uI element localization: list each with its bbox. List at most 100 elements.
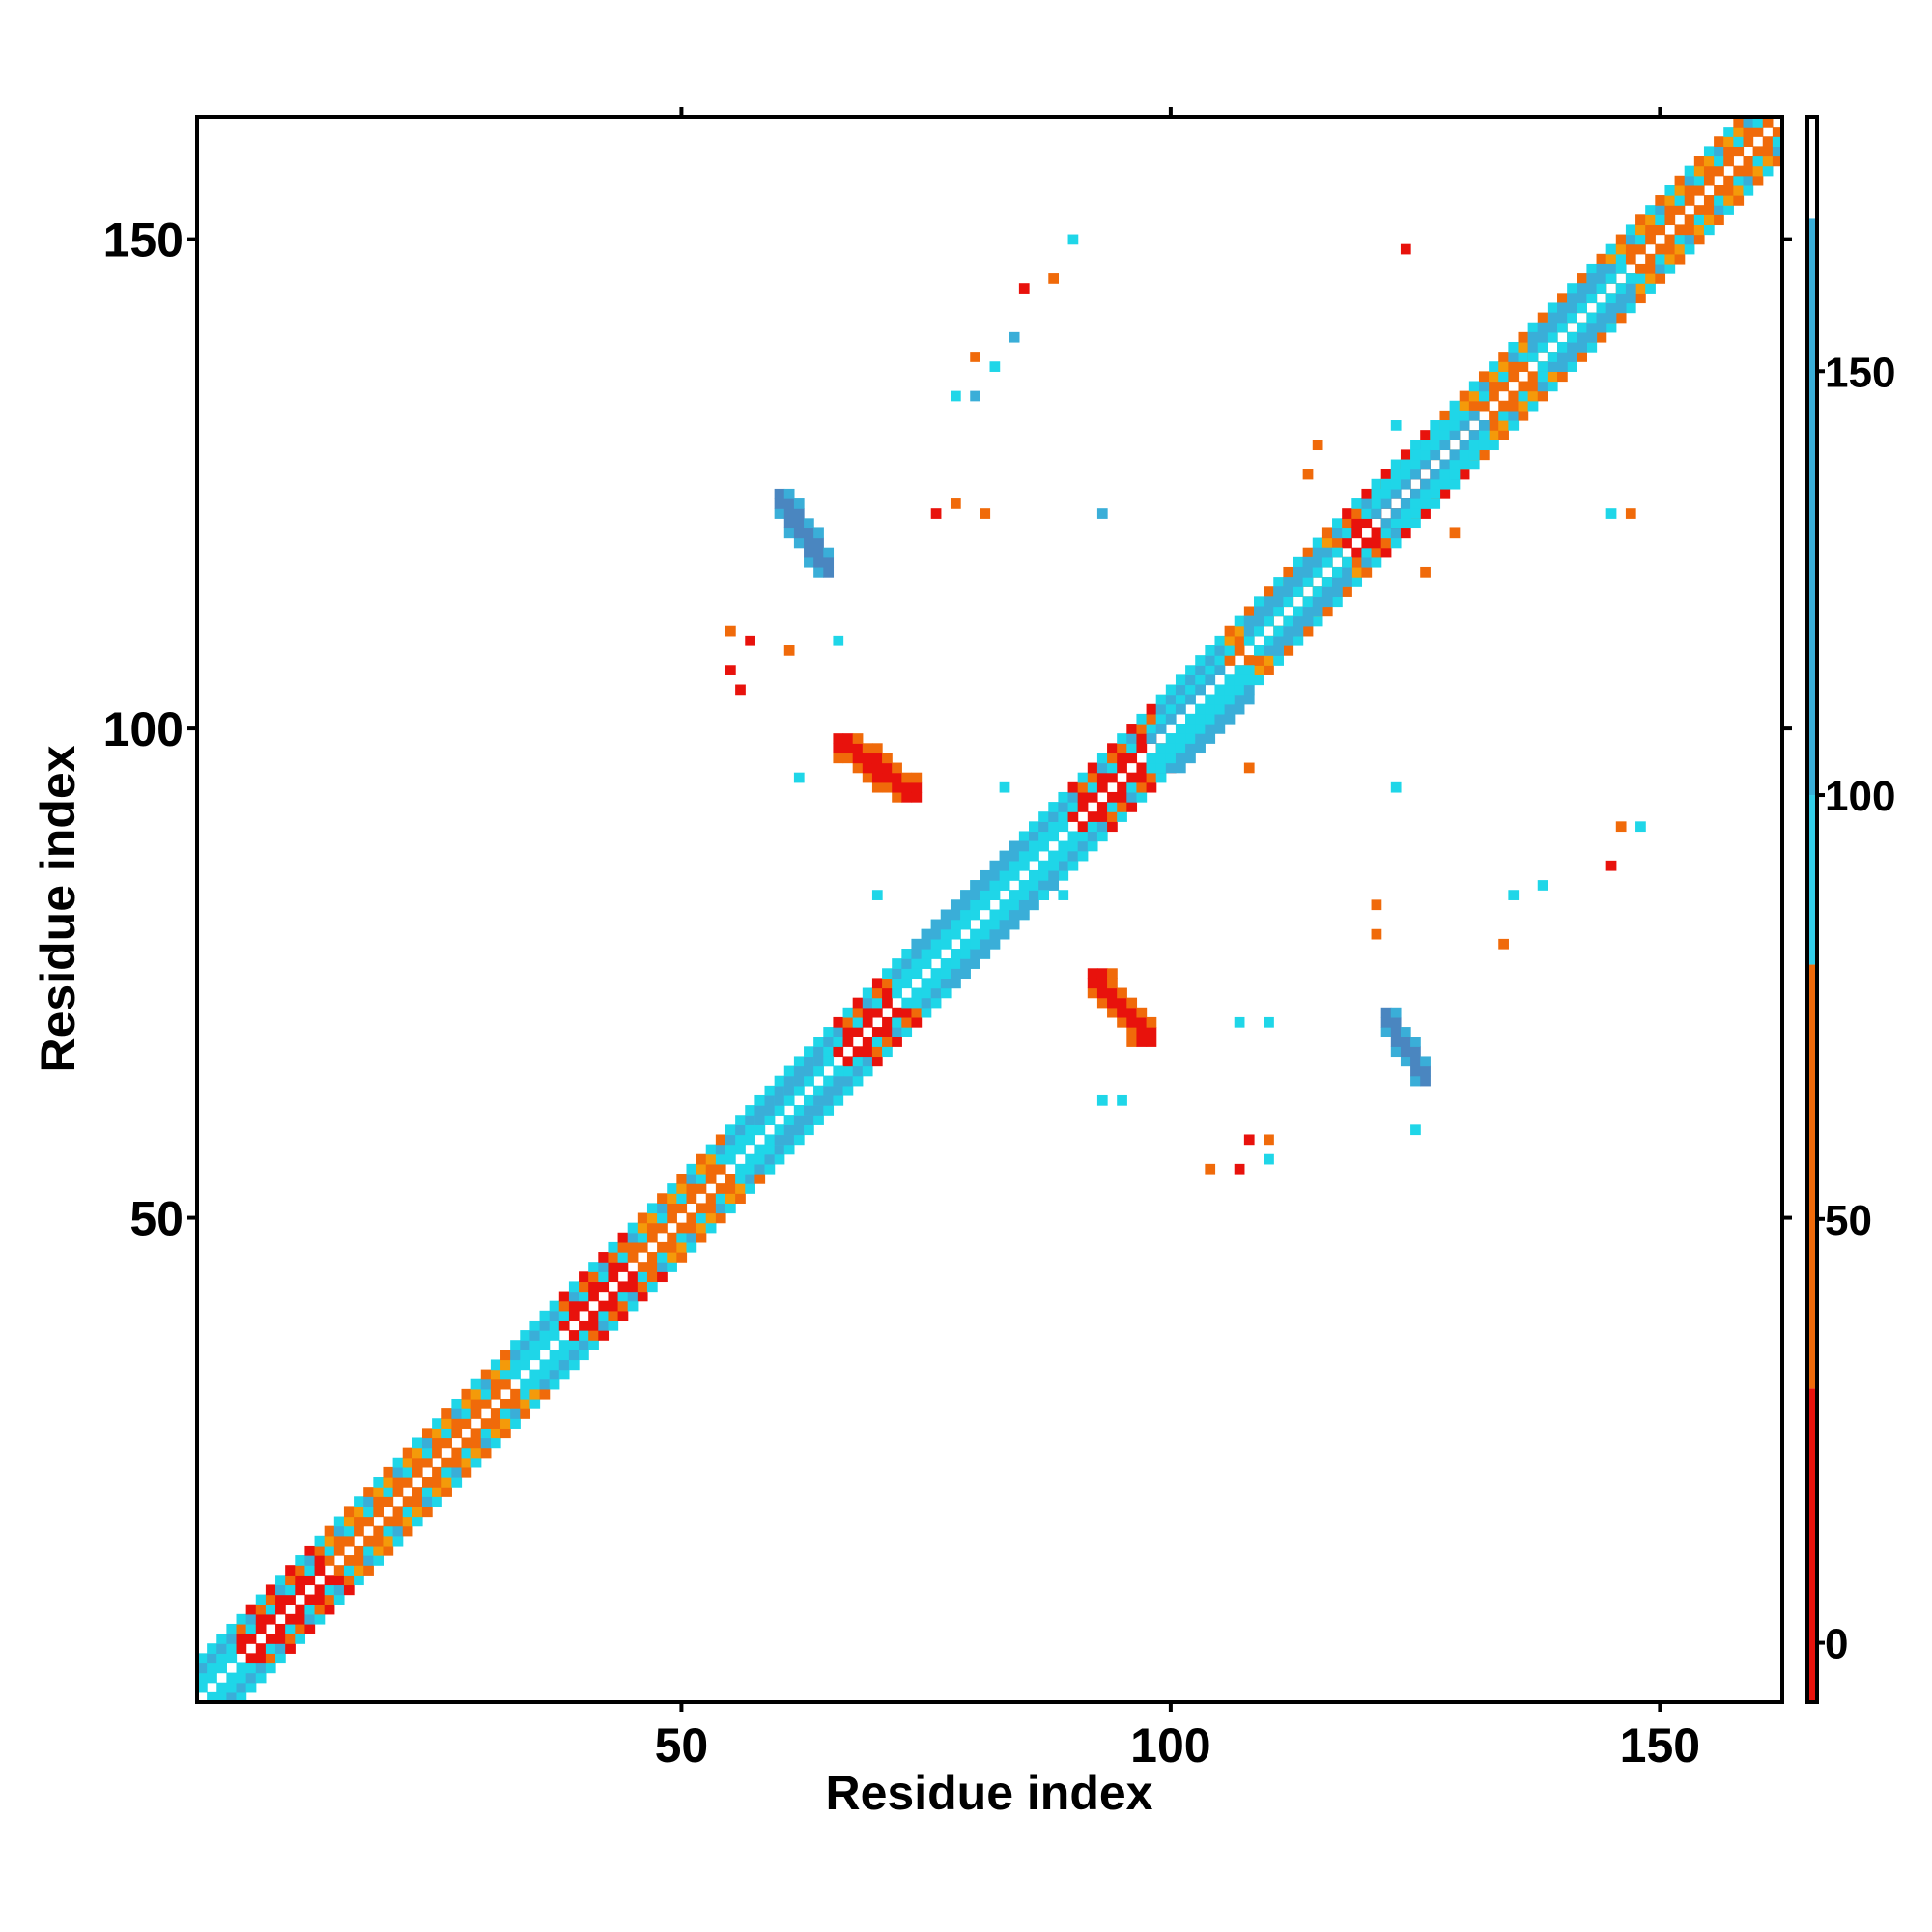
heatmap-cell [696, 1203, 707, 1214]
heatmap-cell [1390, 488, 1402, 499]
heatmap-cell [1107, 743, 1118, 754]
heatmap-cell [1107, 978, 1118, 989]
heatmap-cell [1214, 724, 1226, 734]
heatmap-cell [813, 1085, 824, 1096]
heatmap-cell [793, 772, 805, 783]
heatmap-cell [1254, 645, 1264, 656]
heatmap-cell [627, 1232, 639, 1243]
heatmap-cell [1243, 1134, 1255, 1146]
heatmap-cell [1312, 537, 1323, 549]
heatmap-cell [314, 1545, 326, 1556]
heatmap-cell [383, 1545, 394, 1556]
heatmap-cell [1439, 420, 1451, 431]
heatmap-cell [1762, 146, 1774, 157]
heatmap-cell [793, 537, 805, 549]
heatmap-cell [1264, 645, 1274, 656]
heatmap-cell [520, 1350, 531, 1361]
heatmap-cell [1684, 195, 1695, 206]
heatmap-cell [862, 1037, 873, 1047]
heatmap-cell [265, 1653, 276, 1664]
heatmap-cell [1655, 273, 1666, 284]
heatmap-cell [265, 1594, 276, 1605]
heatmap-cell [333, 1535, 345, 1547]
heatmap-cell [1351, 556, 1363, 568]
heatmap-cell [1518, 341, 1529, 353]
heatmap-cell [735, 1163, 746, 1175]
heatmap-cell [833, 1065, 844, 1077]
heatmap-cell [1527, 322, 1539, 333]
heatmap-cell [930, 938, 942, 950]
heatmap-cell [470, 1388, 482, 1400]
heatmap-cell [608, 1271, 619, 1283]
heatmap-cell [1029, 850, 1039, 862]
heatmap-cell [285, 1634, 296, 1644]
heatmap-cell [1067, 831, 1079, 842]
heatmap-cell [1596, 273, 1607, 284]
heatmap-cell [617, 1232, 629, 1243]
heatmap-cell [1126, 1037, 1138, 1047]
heatmap-cell [1557, 293, 1568, 304]
heatmap-cell [715, 1144, 726, 1155]
heatmap-cell [862, 743, 873, 754]
heatmap-cell [862, 1065, 873, 1077]
heatmap-cell [1195, 674, 1206, 686]
heatmap-cell [745, 1105, 755, 1116]
heatmap-cell [842, 1027, 854, 1037]
heatmap-cell [1596, 302, 1607, 314]
heatmap-cell [1302, 596, 1314, 608]
heatmap-cell [1342, 577, 1352, 587]
heatmap-cell [255, 1594, 267, 1605]
heatmap-cell [667, 1203, 677, 1214]
heatmap-cell [1107, 802, 1118, 812]
heatmap-cell [823, 1094, 835, 1106]
heatmap-cell [1302, 625, 1314, 637]
heatmap-cell [245, 1672, 257, 1684]
heatmap-cell [1096, 811, 1108, 822]
heatmap-cell [1635, 263, 1646, 274]
heatmap-cell [1371, 556, 1382, 568]
heatmap-cell [197, 1672, 208, 1684]
heatmap-cell [1577, 352, 1588, 362]
heatmap-cell [333, 1516, 345, 1527]
heatmap-cell [764, 1144, 776, 1155]
heatmap-cell [1615, 302, 1627, 314]
heatmap-cell [1332, 518, 1343, 529]
heatmap-cell [705, 1222, 717, 1234]
heatmap-cell [1136, 743, 1148, 754]
heatmap-cell [725, 1203, 736, 1214]
heatmap-cell [1361, 547, 1373, 558]
heatmap-cell [1586, 293, 1598, 304]
heatmap-cell [1733, 146, 1745, 157]
heatmap-cell [285, 1623, 296, 1634]
heatmap-cell [930, 919, 942, 930]
heatmap-cell [1489, 440, 1499, 451]
heatmap-cell [1195, 655, 1206, 666]
heatmap-cell [1537, 371, 1548, 383]
heatmap-cell [617, 1310, 629, 1321]
heatmap-cell [774, 498, 785, 509]
heatmap-cell [980, 938, 991, 950]
heatmap-cell [1693, 185, 1705, 196]
heatmap-cell [1224, 684, 1236, 696]
heatmap-cell [960, 899, 971, 911]
heatmap-cell [1321, 547, 1333, 558]
heatmap-cell [255, 1604, 267, 1615]
heatmap-cell [1087, 762, 1098, 774]
heatmap-cell [657, 1271, 668, 1283]
heatmap-cell [549, 1330, 560, 1341]
heatmap-cell [686, 1232, 697, 1243]
heatmap-cell [1077, 840, 1089, 852]
heatmap-cell [1048, 821, 1060, 833]
heatmap-cell [1518, 390, 1529, 402]
heatmap-cell [921, 949, 932, 959]
heatmap-cell [1096, 968, 1108, 980]
heatmap-cell [539, 1340, 551, 1350]
heatmap-cell [705, 1144, 717, 1155]
heatmap-cell [774, 1153, 785, 1165]
heatmap-cell [901, 978, 913, 989]
heatmap-cell [539, 1378, 551, 1390]
heatmap-cell [1332, 586, 1343, 597]
heatmap-cell [1762, 165, 1774, 177]
heatmap-cell [383, 1496, 394, 1508]
heatmap-cell [617, 1252, 629, 1263]
